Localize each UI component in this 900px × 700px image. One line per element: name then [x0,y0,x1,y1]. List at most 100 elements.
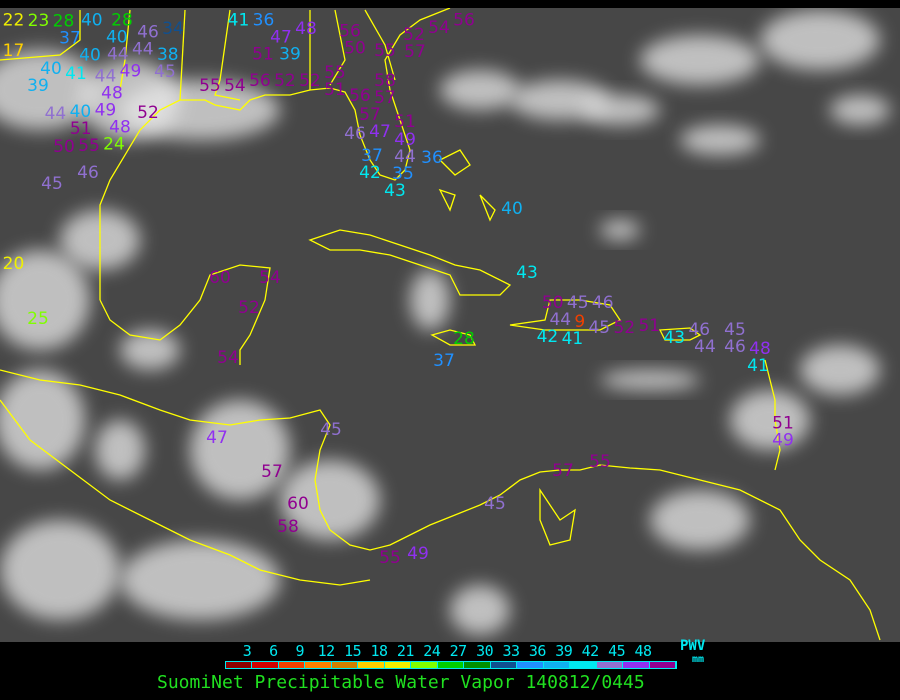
color-bar-segment [384,662,412,668]
cloud [450,585,510,635]
legend-tick-label: 18 [370,642,388,660]
station-pwv-label: 48 [101,83,123,103]
station-pwv-label: 55 [199,76,221,96]
station-pwv-label: 49 [772,431,794,451]
cloud [410,270,450,330]
color-bar-segment [305,662,332,668]
station-pwv-label: 46 [137,23,159,43]
cloud [600,220,640,240]
station-pwv-label: 52 [274,71,296,91]
station-pwv-label: 44 [694,337,716,357]
legend-tick-label: 12 [317,642,336,660]
coastline [99,8,451,300]
station-pwv-label: 37 [361,146,383,166]
station-pwv-label: 20 [3,254,25,274]
coastline [179,9,186,101]
color-bar-segment [358,662,385,668]
legend-tick-label: 36 [528,642,547,660]
station-pwv-label: 40 [106,28,128,48]
station-pwv-label: 54 [217,348,239,368]
map-title: SuomiNet Precipitable Water Vapor 140812… [157,672,645,693]
coastline [308,229,512,296]
station-pwv-label: 40 [81,11,103,31]
station-pwv-label: 44 [45,104,67,124]
coastline [438,149,471,176]
unit-sub-label: mm [692,654,705,665]
station-pwv-label: 36 [421,148,443,168]
station-pwv-label: 56 [349,86,371,106]
cloud [800,345,880,395]
station-pwv-label: 51 [324,80,346,100]
station-pwv-label: 42 [537,327,559,347]
station-pwv-label: 43 [384,181,406,201]
station-pwv-label: 45 [588,318,610,338]
station-pwv-label: 43 [516,263,538,283]
station-pwv-label: 23 [28,11,50,31]
legend-tick-label: 48 [634,642,652,660]
coastline [0,399,371,586]
legend-tick-label: 3 [242,642,252,660]
station-pwv-label: 55 [78,136,100,156]
station-pwv-label: 50 [344,39,366,59]
station-pwv-label: 52 [238,298,260,318]
legend-tick-label: 27 [449,642,468,660]
cloud [440,70,520,110]
station-pwv-label: 46 [344,124,366,144]
station-pwv-label: 55 [374,41,396,61]
cloud [0,370,85,470]
station-pwv-label: 28 [111,11,133,31]
color-bar-segment [278,662,306,668]
station-pwv-label: 60 [209,268,231,288]
station-pwv-label: 51 [252,45,274,65]
color-bar-segment [331,662,359,668]
station-pwv-label: 57 [261,462,283,482]
station-pwv-label: 17 [3,41,25,61]
coastline [119,9,131,91]
station-pwv-label: 46 [724,337,746,357]
station-pwv-label: 49 [95,100,117,120]
station-pwv-label: 50 [542,293,564,313]
color-bar-segment [464,662,491,668]
cloud [120,540,280,620]
legend-tick-label: 39 [555,642,573,660]
station-pwv-label: 48 [749,339,771,359]
cloud [650,490,750,550]
cloud [730,390,810,450]
color-bar-segment [517,662,544,668]
station-pwv-label: 37 [59,28,81,48]
cloud [120,330,180,370]
coastline [214,9,241,101]
station-pwv-label: 24 [103,134,125,154]
color-bar [225,661,677,669]
station-pwv-label: 40 [40,59,62,79]
station-pwv-label: 36 [253,11,275,31]
legend-tick-label: 42 [581,642,600,660]
coastline [509,299,621,331]
coastline [0,10,81,61]
coastlines [0,8,881,641]
legend-tick-label: 33 [502,642,520,660]
station-pwv-label: 57 [374,88,396,108]
coastline [539,487,576,546]
station-pwv-label: 54 [224,76,246,96]
station-pwv-label: 60 [287,494,309,514]
station-pwv-label: 56 [339,22,361,42]
station-pwv-label: 55 [589,452,611,472]
cloud [0,50,100,130]
legend-tick-label: 6 [269,642,278,660]
station-pwv-label: 25 [27,309,49,329]
station-pwv-label: 52 [403,25,425,45]
station-pwv-label: 22 [3,11,25,31]
color-bar-segment [411,662,438,668]
station-pwv-label: 43 [663,328,685,348]
coastline [99,264,271,365]
station-pwv-label: 57 [404,42,426,62]
station-pwv-label: 51 [70,119,92,139]
station-pwv-label: 51 [394,112,416,132]
station-pwv-label: 56 [249,71,271,91]
station-pwv-label: 47 [206,428,228,448]
station-pwv-label: 45 [724,320,746,340]
cloud [95,420,145,480]
